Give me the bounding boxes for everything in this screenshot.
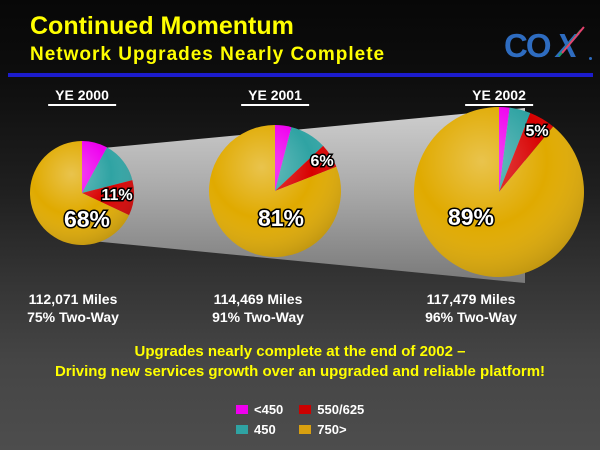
- legend-label: 450: [254, 422, 276, 437]
- pie-shade-overlay: [414, 107, 584, 277]
- pie-percent-label: 5%: [525, 123, 548, 140]
- pie-shade-overlay: [30, 141, 134, 245]
- miles-block: 117,479 Miles 96% Two-Way: [425, 290, 517, 326]
- footer-message-line2: Driving new services growth over an upgr…: [54, 363, 546, 380]
- miles-block: 114,469 Miles 91% Two-Way: [212, 290, 304, 326]
- legend-label: 550/625: [317, 402, 365, 417]
- pie-title-ye-2002: YE 2002: [465, 87, 533, 106]
- pie-title-ye-2000: YE 2000: [48, 87, 116, 106]
- slide-subtitle: Network Upgrades Nearly Complete: [30, 44, 386, 65]
- legend-swatch-icon: [236, 425, 248, 434]
- miles-value: 114,469 Miles: [213, 291, 303, 307]
- legend-item-750-: 750>: [299, 422, 364, 437]
- slide-title: Continued Momentum: [30, 12, 294, 40]
- pie-percent-label: 68%: [64, 206, 110, 232]
- pie-ye-2000: 11%68%: [29, 141, 134, 246]
- pie-title-ye-2001: YE 2001: [241, 87, 309, 106]
- legend-swatch-icon: [299, 425, 312, 434]
- two-way-value: 91% Two-Way: [212, 309, 304, 325]
- legend-item--450: <450: [236, 402, 283, 417]
- pie-percent-label: 6%: [310, 153, 333, 170]
- pie-chart-canvas: 11%68%6%81%5%89%: [29, 106, 584, 283]
- chart-legend: <450 550/625 450 750>: [236, 402, 364, 437]
- footer-message-line1: Upgrades nearly complete at the end of 2…: [134, 343, 466, 360]
- pie-percent-label: 11%: [101, 187, 132, 204]
- legend-item-450: 450: [236, 422, 283, 437]
- accent-rule: [8, 73, 593, 77]
- legend-label: 750>: [317, 422, 347, 437]
- pie-percent-label: 81%: [258, 205, 304, 231]
- legend-item-550-625: 550/625: [299, 402, 364, 417]
- pie-ye-2001: 6% 81%: [209, 124, 342, 257]
- legend-swatch-icon: [236, 405, 248, 414]
- cox-logo-co-text: CO: [504, 27, 551, 64]
- logo-trademark-dot: [589, 57, 592, 60]
- cox-logo-x: X: [556, 26, 592, 64]
- cox-logo: CO X: [504, 26, 592, 66]
- miles-value: 112,071 Miles: [28, 291, 118, 307]
- miles-value: 117,479 Miles: [426, 291, 516, 307]
- legend-swatch-icon: [299, 405, 312, 414]
- pie-shade-overlay: [209, 125, 341, 257]
- pie-ye-2002: 5% 89%: [413, 106, 584, 277]
- two-way-value: 96% Two-Way: [425, 309, 517, 325]
- two-way-value: 75% Two-Way: [27, 309, 119, 325]
- legend-label: <450: [254, 402, 284, 417]
- pie-percent-label: 89%: [448, 204, 494, 230]
- miles-block: 112,071 Miles 75% Two-Way: [27, 290, 119, 326]
